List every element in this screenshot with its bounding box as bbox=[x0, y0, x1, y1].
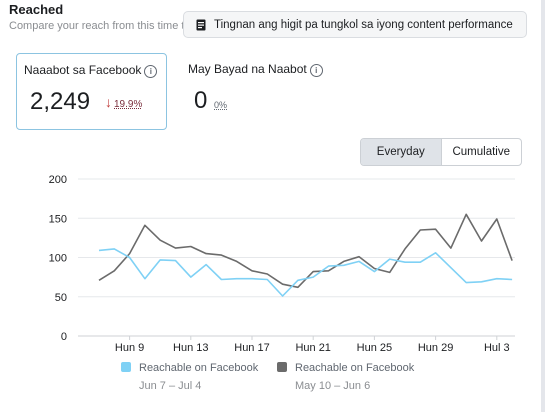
legend-item-previous[interactable]: Reachable on Facebook May 10 – Jun 6 bbox=[277, 362, 414, 392]
paid-reach-label: May Bayad na Naabot bbox=[188, 62, 307, 76]
y-tick-label: 100 bbox=[49, 253, 67, 265]
arrow-down-icon: ↓ bbox=[105, 94, 112, 110]
legend-label: Reachable on Facebook bbox=[295, 362, 415, 374]
legend-swatch bbox=[121, 362, 131, 372]
legend-label: Reachable on Facebook bbox=[139, 362, 259, 374]
legend-swatch bbox=[277, 362, 287, 372]
facebook-reach-change-value: 19.9% bbox=[114, 99, 143, 110]
facebook-reach-value: 2,249 bbox=[30, 88, 91, 115]
legend-item-current[interactable]: Reachable on Facebook Jun 7 – Jul 4 bbox=[121, 362, 258, 392]
cumulative-toggle-button[interactable]: Cumulative bbox=[440, 139, 522, 165]
document-icon bbox=[194, 18, 208, 32]
scrollbar[interactable] bbox=[541, 0, 545, 412]
x-tick-label: Hun 13 bbox=[173, 342, 208, 354]
everyday-toggle-button[interactable]: Everyday bbox=[361, 139, 441, 165]
facebook-reach-change: ↓ 19.9% bbox=[105, 94, 142, 110]
x-tick-label: Hun 29 bbox=[418, 342, 453, 354]
y-tick-label: 200 bbox=[49, 174, 67, 186]
series-line bbox=[98, 213, 513, 289]
info-icon[interactable]: i bbox=[309, 64, 323, 77]
paid-reach-value: 0 bbox=[194, 87, 208, 114]
section-subtitle: Compare your reach from this time to the… bbox=[9, 20, 185, 32]
series-line bbox=[98, 248, 513, 297]
y-tick-label: 150 bbox=[49, 213, 67, 225]
info-icon[interactable]: i bbox=[144, 65, 158, 78]
x-tick-label: Hun 25 bbox=[357, 342, 392, 354]
reach-line-chart: 200 150 100 50 0 Hun 9 Hun 13 Hun 17 Hun 21 Hun 2… bbox=[49, 174, 515, 354]
section-title: Reached bbox=[9, 2, 64, 17]
x-tick-label: Hun 17 bbox=[234, 342, 269, 354]
x-tick-label: Hun 9 bbox=[115, 342, 144, 354]
content-performance-button[interactable]: Tingnan ang higit pa tungkol sa iyong co… bbox=[183, 11, 527, 38]
facebook-reach-label: Naaabot sa Facebook bbox=[24, 63, 142, 77]
paid-reach-metric[interactable]: May Bayad na Naabot i bbox=[188, 62, 323, 77]
legend-date-range: May 10 – Jun 6 bbox=[295, 380, 371, 392]
x-tick-label: Hul 3 bbox=[484, 342, 510, 354]
paid-reach-change: 0% bbox=[214, 100, 228, 110]
x-tick-label: Hun 21 bbox=[295, 342, 330, 354]
facebook-reach-card[interactable]: Naaabot sa Facebook i 2,249 ↓ 19.9% bbox=[16, 53, 167, 130]
view-mode-toggle[interactable]: Everyday Cumulative bbox=[360, 138, 522, 166]
y-tick-label: 50 bbox=[55, 292, 67, 304]
content-performance-label: Tingnan ang higit pa tungkol sa iyong co… bbox=[214, 18, 513, 31]
y-tick-label: 0 bbox=[61, 331, 67, 343]
legend-date-range: Jun 7 – Jul 4 bbox=[139, 380, 202, 392]
